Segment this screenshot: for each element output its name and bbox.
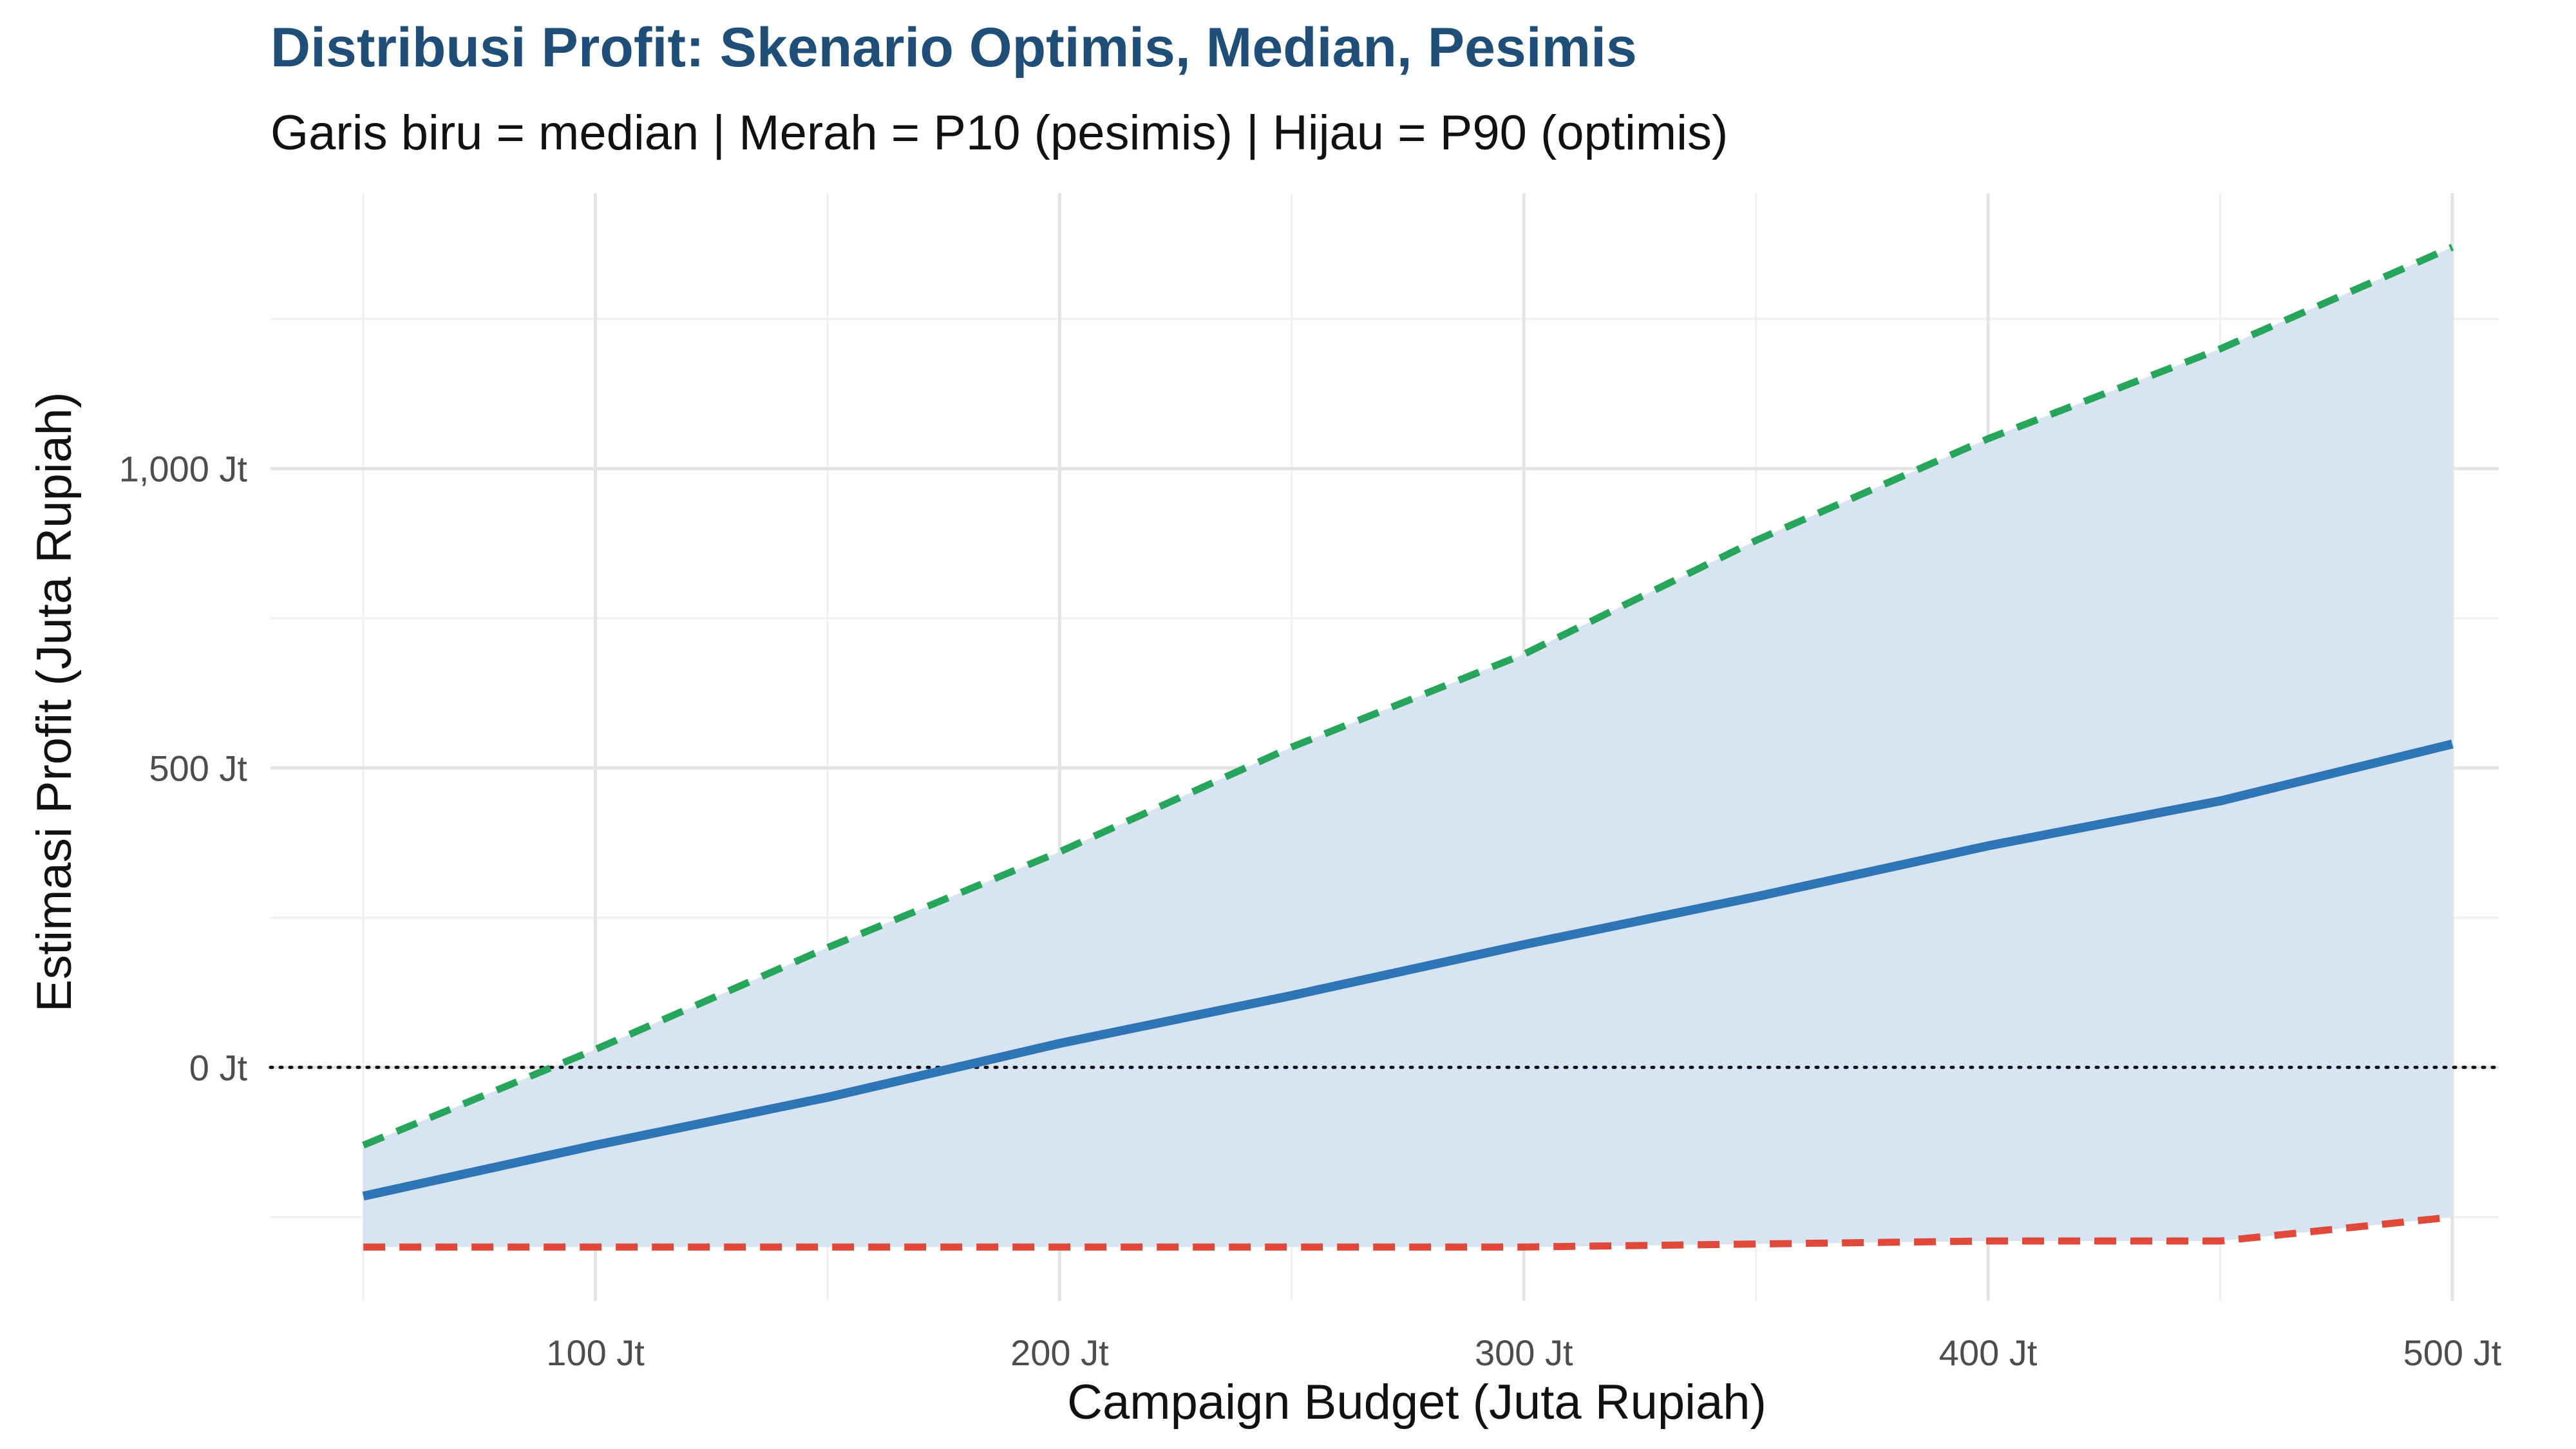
x-tick-label: 300 Jt (1475, 1332, 1573, 1373)
y-tick-label: 500 Jt (149, 748, 247, 789)
x-tick-label: 400 Jt (1939, 1332, 2038, 1373)
band-layer (363, 247, 2452, 1247)
x-tick-label: 500 Jt (2403, 1332, 2502, 1373)
p90-optimis-line (362, 243, 2454, 1149)
x-tick-label: 200 Jt (1010, 1332, 1109, 1373)
tick-layer: 100 Jt 200 Jt 300 Jt 400 Jt 500 Jt 0 Jt 500 Jt… (119, 449, 2502, 1373)
series-layer (362, 243, 2454, 1251)
y-tick-label: 0 Jt (189, 1047, 248, 1088)
chart-title: Distribusi Profit: Skenario Optimis, Med… (270, 17, 1637, 79)
x-axis-title: Campaign Budget (Juta Rupiah) (1067, 1375, 1766, 1430)
p10-p90-band (363, 247, 2452, 1247)
median-line (362, 739, 2454, 1201)
chart-subtitle: Garis biru = median | Merah = P10 (pesim… (270, 106, 1728, 160)
y-axis-title: Estimasi Profit (Juta Rupiah) (27, 392, 82, 1012)
y-tick-label: 1,000 Jt (119, 449, 248, 489)
x-tick-label: 100 Jt (546, 1332, 645, 1373)
p10-pesimis-line (363, 1213, 2453, 1251)
